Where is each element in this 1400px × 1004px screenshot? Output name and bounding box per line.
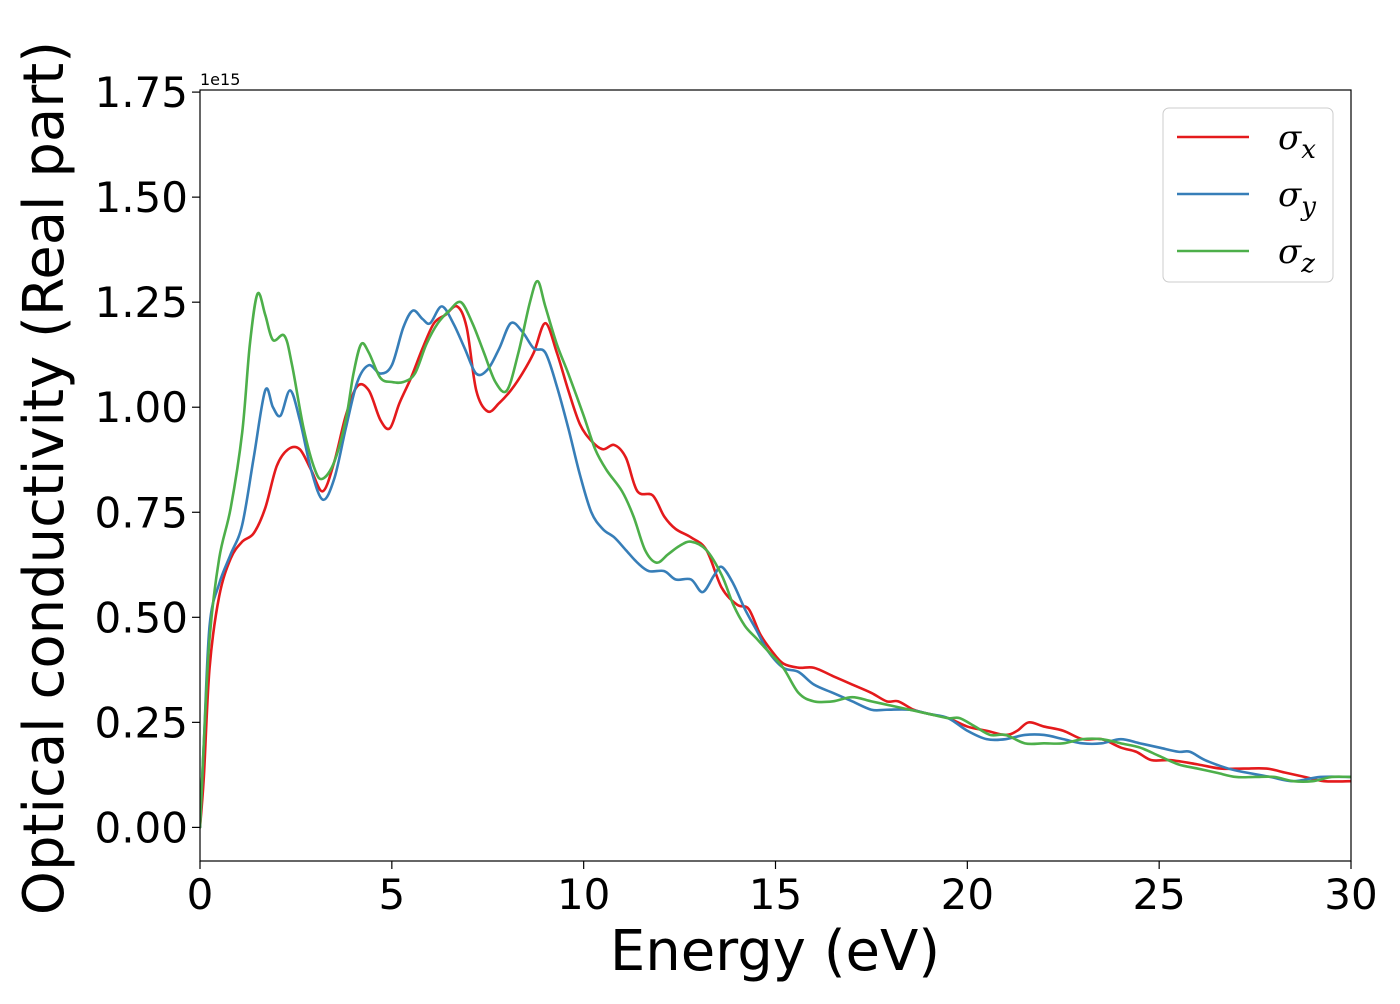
legend-subscript: x — [1301, 135, 1316, 165]
legend-subscript: z — [1300, 249, 1315, 279]
legend-label-y: σy — [1278, 175, 1316, 222]
series-line-x — [200, 304, 1351, 829]
y-tick-label: 0.00 — [94, 803, 188, 852]
x-axis: 0 5 10 15 20 25 30 — [187, 861, 1378, 919]
legend-label-x: σx — [1278, 118, 1316, 165]
legend-label-z: σz — [1278, 232, 1315, 279]
legend-symbol: σ — [1278, 118, 1302, 158]
x-tick-label: 25 — [1132, 870, 1185, 919]
y-tick-label: 1.00 — [94, 383, 188, 432]
y-axis-title: Optical conductivity (Real part) — [12, 41, 77, 915]
y-tick-label: 1.50 — [94, 173, 188, 222]
x-tick-label: 0 — [187, 870, 214, 919]
series-line-y — [200, 305, 1351, 829]
y-tick-label: 1.75 — [94, 68, 188, 117]
legend-symbol: σ — [1278, 175, 1302, 215]
x-tick-label: 30 — [1324, 870, 1377, 919]
y-tick-label: 0.25 — [94, 698, 188, 747]
x-tick-label: 10 — [557, 870, 610, 919]
y-tick-label: 0.50 — [94, 593, 188, 642]
y-tick-label: 0.75 — [94, 488, 188, 537]
legend-symbol: σ — [1278, 232, 1302, 272]
y-tick-label: 1.25 — [94, 278, 188, 327]
y-offset-label: 1e15 — [200, 70, 240, 89]
y-axis: 0.00 0.25 0.50 0.75 1.00 1.25 1.50 1.75 — [94, 68, 200, 852]
x-tick-label: 15 — [749, 870, 802, 919]
x-tick-label: 20 — [941, 870, 994, 919]
series-layer — [200, 279, 1351, 829]
x-axis-title: Energy (eV) — [610, 919, 940, 984]
x-tick-label: 5 — [378, 870, 405, 919]
legend-subscript: y — [1300, 192, 1316, 222]
series-line-z — [200, 279, 1351, 829]
